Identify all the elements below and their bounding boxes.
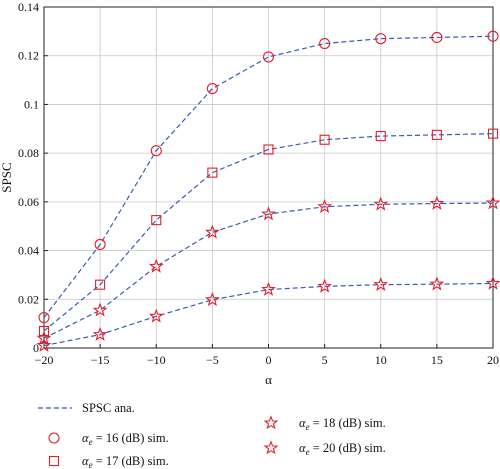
data-point bbox=[204, 224, 220, 239]
y-tick-label: 0.14 bbox=[18, 0, 39, 14]
data-point bbox=[94, 238, 106, 251]
legend-subscript: e bbox=[306, 447, 310, 457]
data-point bbox=[487, 128, 499, 139]
data-point bbox=[207, 167, 218, 178]
data-point bbox=[319, 37, 331, 50]
data-point bbox=[431, 31, 443, 43]
legend-symbol: α bbox=[82, 454, 89, 468]
y-axis: 0 0.02 0.04 0.06 0.08 0.1 0.12 0.14 bbox=[18, 0, 48, 355]
legend-marker-star bbox=[263, 440, 279, 455]
x-tick-label: −10 bbox=[147, 353, 166, 367]
x-tick-label: 10 bbox=[375, 353, 387, 367]
data-point bbox=[95, 279, 106, 290]
legend-label: αe = 17 (dB) sim. bbox=[82, 454, 169, 469]
data-point bbox=[38, 312, 50, 324]
data-point bbox=[204, 291, 220, 307]
legend-marker-circle bbox=[48, 432, 60, 444]
y-tick-label: 0.06 bbox=[18, 195, 39, 209]
data-point bbox=[36, 337, 52, 352]
y-axis-label: SPSC bbox=[0, 162, 14, 192]
legend-text: = 18 (dB) sim. bbox=[310, 416, 386, 430]
y-tick-label: 0.04 bbox=[18, 244, 39, 258]
data-point bbox=[262, 51, 275, 63]
data-point bbox=[373, 196, 389, 211]
legend-entry: αe = 20 (dB) sim. bbox=[263, 440, 386, 457]
x-tick-label: −15 bbox=[91, 353, 110, 367]
legend: SPSC ana.αe = 16 (dB) sim.αe = 17 (dB) s… bbox=[38, 401, 386, 469]
data-point bbox=[148, 258, 164, 273]
data-point bbox=[150, 145, 162, 157]
series-3 bbox=[36, 195, 500, 345]
legend-label: αe = 20 (dB) sim. bbox=[299, 441, 386, 457]
legend-marker-square bbox=[48, 455, 60, 467]
legend-subscript: e bbox=[89, 437, 93, 447]
data-point bbox=[317, 278, 333, 293]
legend-subscript: e bbox=[89, 460, 93, 469]
legend-label: αe = 16 (dB) sim. bbox=[82, 431, 169, 447]
legend-text: = 16 (dB) sim. bbox=[93, 431, 169, 445]
series-line bbox=[43, 282, 494, 347]
series-2 bbox=[38, 128, 499, 337]
data-point bbox=[429, 276, 445, 291]
data-point bbox=[373, 276, 389, 291]
data-point bbox=[92, 326, 108, 341]
grid-lines bbox=[43, 6, 494, 349]
series-line bbox=[43, 202, 494, 339]
data-point bbox=[206, 83, 218, 95]
x-axis: −20 −15 −10 −5 0 5 10 15 20 bbox=[35, 344, 499, 367]
data-point bbox=[429, 195, 445, 210]
y-tick-label: 0.12 bbox=[18, 49, 39, 63]
legend-subscript: e bbox=[306, 422, 310, 432]
y-tick-label: 0.08 bbox=[18, 146, 39, 160]
x-tick-label: −20 bbox=[35, 353, 54, 367]
legend-entry: SPSC ana. bbox=[38, 401, 135, 415]
series-1 bbox=[38, 30, 499, 324]
legend-symbol: α bbox=[82, 431, 89, 445]
data-point bbox=[38, 325, 50, 337]
data-point bbox=[151, 215, 162, 226]
legend-symbol: α bbox=[299, 416, 306, 430]
x-tick-label: 20 bbox=[487, 353, 499, 367]
data-point bbox=[375, 131, 386, 142]
data-point bbox=[261, 281, 276, 296]
legend-entry: αe = 16 (dB) sim. bbox=[48, 431, 169, 447]
legend-text: SPSC ana. bbox=[82, 401, 135, 415]
data-point bbox=[148, 308, 164, 323]
data-point bbox=[319, 134, 330, 145]
data-point bbox=[431, 129, 442, 140]
y-tick-label: 0 bbox=[33, 341, 39, 355]
x-axis-label: α bbox=[265, 372, 272, 387]
data-point bbox=[485, 275, 500, 290]
legend-symbol: α bbox=[299, 441, 306, 455]
data-point bbox=[487, 30, 499, 42]
series-line bbox=[43, 133, 494, 332]
y-tick-label: 0.1 bbox=[24, 97, 39, 111]
data-point bbox=[375, 33, 387, 45]
legend-label: αe = 18 (dB) sim. bbox=[299, 416, 386, 432]
legend-marker-star bbox=[263, 415, 279, 430]
legend-entry: αe = 18 (dB) sim. bbox=[263, 415, 386, 432]
data-point bbox=[485, 195, 500, 210]
data-point bbox=[261, 206, 276, 221]
y-tick-label: 0.02 bbox=[18, 292, 39, 306]
x-tick-label: 5 bbox=[322, 353, 328, 367]
data-point bbox=[92, 302, 108, 317]
x-tick-label: 15 bbox=[431, 353, 443, 367]
x-tick-label: 0 bbox=[266, 353, 272, 367]
legend-label: SPSC ana. bbox=[82, 401, 135, 415]
legend-entry: αe = 17 (dB) sim. bbox=[48, 454, 169, 469]
x-tick-label: −5 bbox=[206, 353, 219, 367]
legend-text: = 20 (dB) sim. bbox=[310, 441, 386, 455]
data-point bbox=[317, 198, 333, 214]
legend-text: = 17 (dB) sim. bbox=[93, 454, 169, 468]
series-4 bbox=[36, 275, 500, 352]
series-line bbox=[43, 35, 494, 318]
data-point bbox=[263, 144, 274, 155]
